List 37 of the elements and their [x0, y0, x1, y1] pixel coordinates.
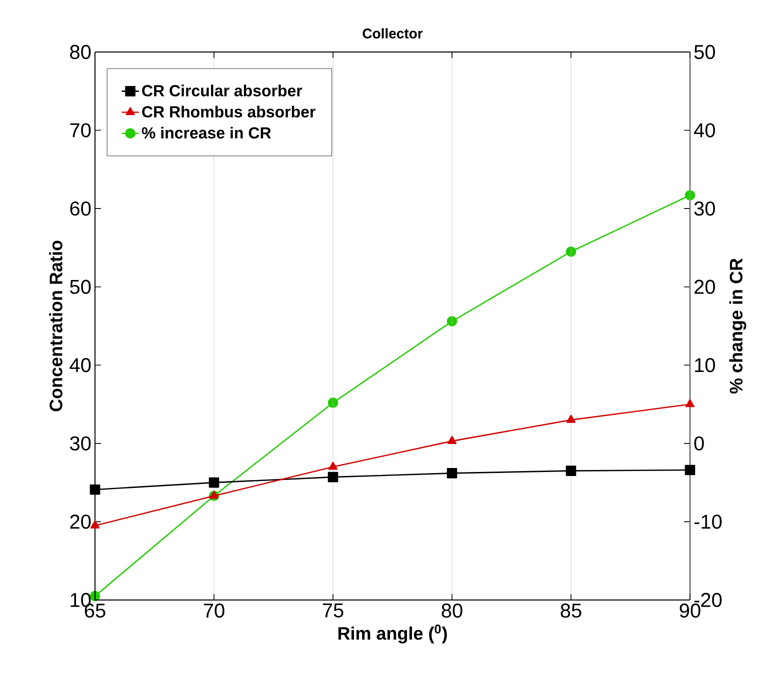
- x-tick-label: 80: [442, 604, 462, 618]
- y-tick-label: 20: [70, 514, 91, 529]
- y2-tick-label: 30: [694, 201, 715, 216]
- y-axis-title: Concentration Ratio: [49, 240, 62, 412]
- point: [566, 414, 576, 423]
- legend-label: % increase in CR: [142, 126, 271, 139]
- point: [447, 436, 457, 444]
- y2-tick-label: 20: [694, 280, 715, 294]
- y-tick-label: 60: [70, 201, 91, 216]
- x-axis-title: Rim angle ($^{0}$): [338, 624, 447, 644]
- y-tick-label: 30: [70, 436, 91, 450]
- x-tick-label: 85: [560, 604, 582, 618]
- point: [566, 466, 576, 476]
- point: [90, 520, 100, 529]
- point: [328, 462, 338, 470]
- point: [209, 490, 219, 499]
- y2-tick-label: 50: [694, 44, 715, 60]
- y2-tick-label: 10: [695, 358, 715, 372]
- y-tick-label: 70: [70, 123, 91, 138]
- point: [685, 399, 695, 408]
- y2-axis-title: % change in CR: [729, 258, 746, 394]
- point: [446, 468, 458, 478]
- y2-tick-label: 40: [694, 123, 715, 138]
- point: [684, 464, 696, 476]
- point: [328, 472, 338, 482]
- y-tick-label: 80: [70, 44, 91, 60]
- x-tick-label: 75: [322, 604, 344, 618]
- point: [208, 477, 220, 488]
- y2-tick-label: -10: [694, 514, 722, 529]
- point: [90, 484, 100, 495]
- y-tick-label: 50: [70, 280, 91, 294]
- y2-tick-label: 0: [694, 436, 704, 450]
- legend-label: CR Circular absorber: [142, 84, 302, 96]
- y-tick-label: 40: [70, 358, 91, 372]
- legend-label: CR Rhombus absorber: [142, 106, 316, 118]
- chart-title: Collector: [362, 28, 423, 38]
- x-tick-label: 70: [204, 604, 224, 618]
